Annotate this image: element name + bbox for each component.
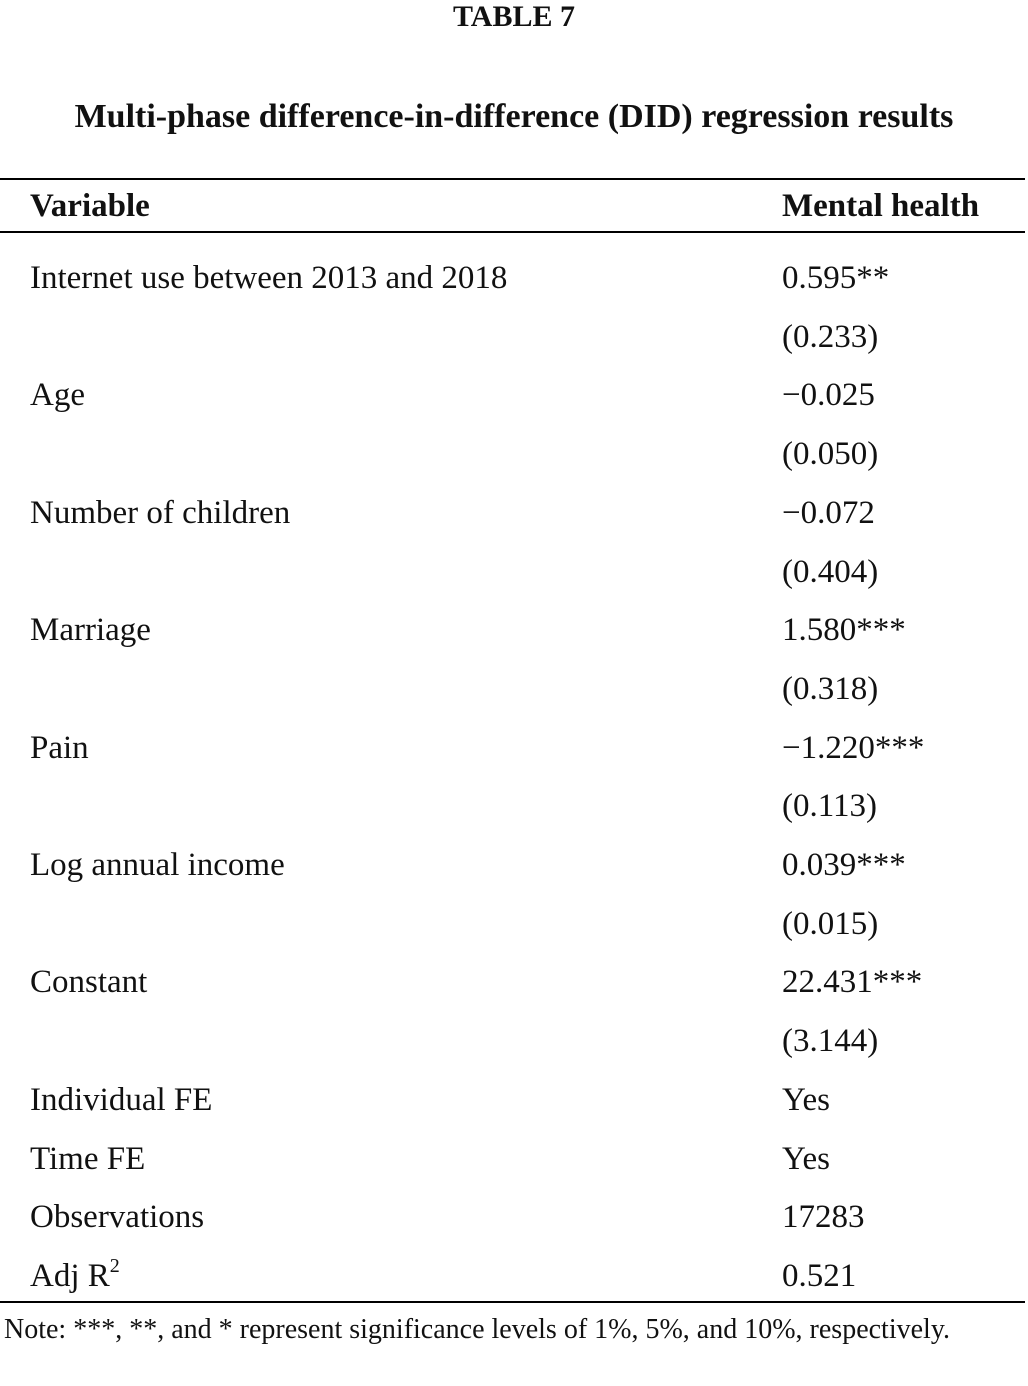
standard-error-cell: (0.015): [782, 905, 879, 942]
bottom-rule: [0, 1301, 1025, 1303]
coefficient-cell: −0.072: [782, 494, 875, 531]
variable-label: Number of children: [30, 494, 291, 531]
variable-label: Individual FE: [30, 1081, 213, 1118]
coefficient-cell: 0.595**: [782, 260, 890, 296]
header-rule: [0, 231, 1025, 233]
coefficient-cell: Yes: [782, 1081, 831, 1118]
variable-cell: Constant: [30, 966, 147, 999]
table-title: Multi-phase difference-in-difference (DI…: [74, 98, 954, 135]
coefficient-cell: 17283: [782, 1199, 865, 1236]
standard-error-cell: (0.113): [782, 788, 878, 825]
coefficient-cell: 0.039***: [782, 847, 906, 883]
standard-error-cell: (0.050): [782, 436, 879, 473]
table-label: TABLE 7: [453, 0, 575, 33]
superscript: 2: [109, 1254, 120, 1277]
variable-cell: Observations: [30, 1201, 204, 1234]
variable-label: Constant: [30, 964, 148, 1001]
top-rule: [0, 178, 1025, 180]
standard-error-cell: (0.404): [782, 553, 879, 590]
column-header: Mental health: [782, 188, 980, 224]
variable-label: Pain: [30, 729, 89, 766]
variable-cell: Number of children: [30, 494, 291, 531]
variable-label: Internet use between 2013 and 2018: [30, 260, 508, 296]
standard-error-cell: (0.233): [782, 318, 879, 355]
standard-error-cell: (3.144): [782, 1023, 879, 1060]
variable-label: Observations: [30, 1199, 205, 1236]
standard-error-cell: (0.318): [782, 670, 879, 707]
coefficient-cell: −1.220***: [782, 729, 925, 766]
variable-label: Marriage: [30, 612, 151, 649]
variable-cell: Individual FE: [30, 1081, 213, 1118]
variable-label: Adj R: [30, 1257, 110, 1294]
variable-cell: Log annual income: [30, 849, 285, 882]
variable-cell: Age: [30, 379, 85, 412]
variable-cell: Adj R2: [30, 1256, 120, 1294]
coefficient-cell: 22.431***: [782, 964, 923, 1001]
coefficient-cell: 1.580***: [782, 612, 906, 649]
coefficient-cell: Yes: [782, 1140, 831, 1177]
variable-cell: Time FE: [30, 1140, 146, 1177]
variable-cell: Marriage: [30, 614, 151, 647]
table-note: Note: ***, **, and * represent significa…: [4, 1314, 950, 1345]
column-header: Variable: [30, 188, 150, 224]
variable-label: Time FE: [30, 1140, 146, 1177]
coefficient-cell: 0.521: [782, 1257, 857, 1294]
variable-label: Age: [30, 377, 85, 414]
variable-label: Log annual income: [30, 847, 285, 883]
variable-cell: Internet use between 2013 and 2018: [30, 262, 507, 295]
coefficient-cell: −0.025: [782, 377, 875, 414]
variable-cell: Pain: [30, 729, 89, 766]
